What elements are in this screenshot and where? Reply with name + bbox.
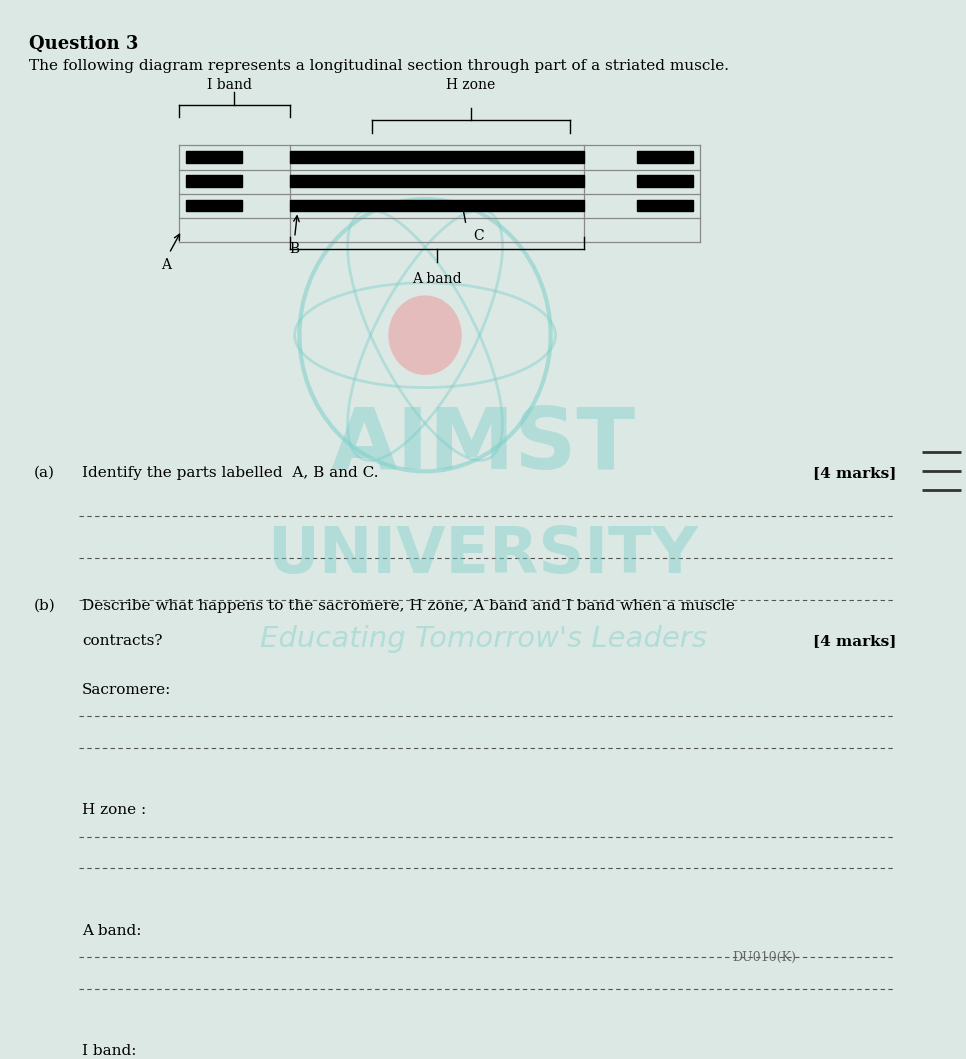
Text: H zone: H zone — [446, 78, 496, 92]
Text: contracts?: contracts? — [82, 633, 162, 648]
Text: The following diagram represents a longitudinal section through part of a striat: The following diagram represents a longi… — [29, 58, 729, 73]
Bar — [186, 151, 242, 163]
Text: Identify the parts labelled  A, B and C.: Identify the parts labelled A, B and C. — [82, 466, 379, 480]
Text: [4 marks]: [4 marks] — [813, 466, 896, 480]
Text: UNIVERSITY: UNIVERSITY — [268, 524, 698, 586]
Text: A: A — [161, 257, 171, 272]
Bar — [637, 176, 693, 187]
Text: C: C — [473, 230, 484, 244]
Bar — [186, 176, 242, 187]
Text: AIMST: AIMST — [330, 403, 636, 487]
Text: H zone :: H zone : — [82, 804, 147, 818]
Bar — [290, 151, 584, 163]
Bar — [290, 199, 584, 211]
Bar — [290, 176, 584, 187]
Text: (b): (b) — [34, 599, 56, 613]
Bar — [637, 151, 693, 163]
Text: A band: A band — [412, 272, 462, 286]
Text: (a): (a) — [34, 466, 55, 480]
Text: [4 marks]: [4 marks] — [813, 633, 896, 648]
Text: Educating Tomorrow's Leaders: Educating Tomorrow's Leaders — [260, 625, 706, 653]
Text: Sacromere:: Sacromere: — [82, 683, 172, 697]
Text: I band:: I band: — [82, 1044, 136, 1058]
Bar — [186, 199, 242, 211]
Text: I band: I band — [207, 78, 252, 92]
Text: B: B — [290, 241, 299, 256]
Text: DU010(K): DU010(K) — [732, 951, 796, 964]
Text: Describe what happens to the sacromere, H zone, A band and I band when a muscle: Describe what happens to the sacromere, … — [82, 599, 735, 613]
Text: A band:: A band: — [82, 923, 142, 938]
Bar — [637, 199, 693, 211]
Circle shape — [388, 295, 462, 375]
Text: Question 3: Question 3 — [29, 35, 138, 53]
